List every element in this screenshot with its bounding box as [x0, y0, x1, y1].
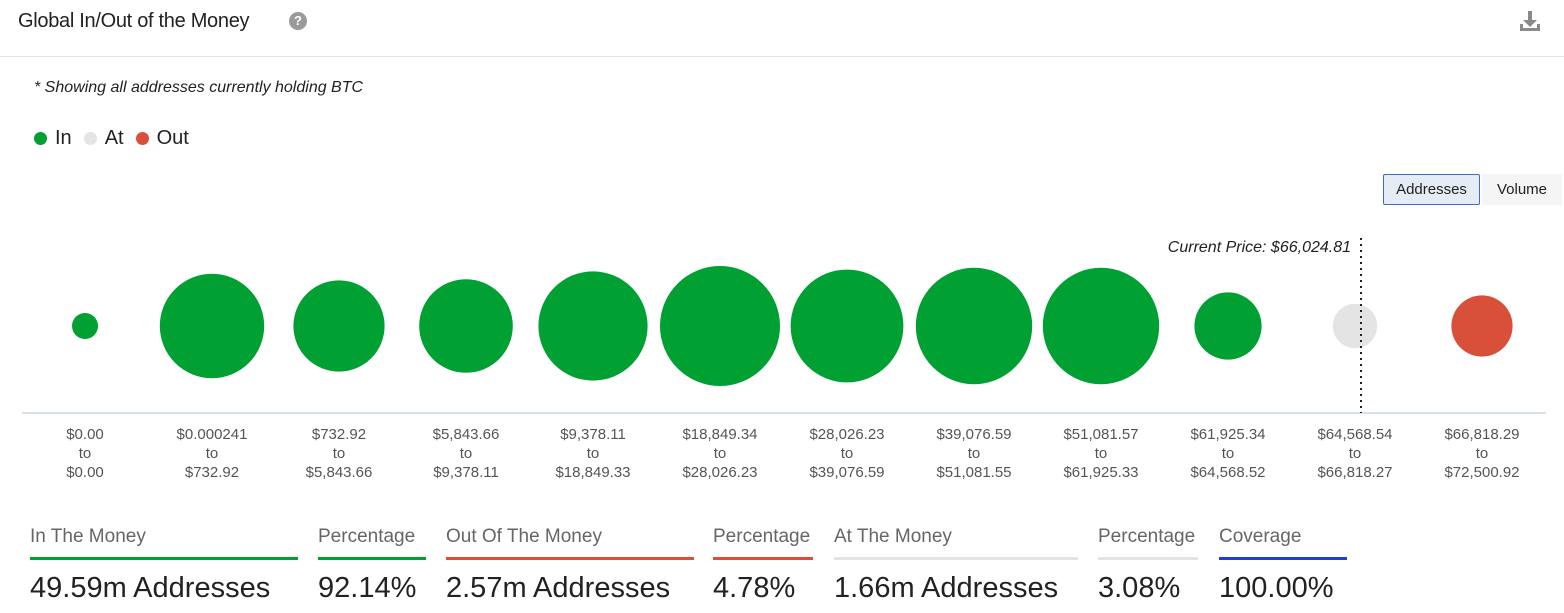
stat-value: 49.59m Addresses	[30, 572, 271, 604]
tick-label-separator: to	[714, 445, 727, 462]
bubble-chart: $0.00 to $0.00 $0.000241 to $732.92 $732.92 to $…	[22, 238, 1546, 481]
stat-value: 100.00%	[1219, 572, 1334, 604]
stat-value: 3.08%	[1098, 572, 1181, 604]
stat-value: 92.14%	[318, 572, 417, 604]
tick-label-separator: to	[460, 445, 473, 462]
tick-label-low: $61,925.34	[1190, 426, 1265, 443]
stat-value: 4.78%	[713, 572, 796, 604]
tick-label-low: $28,026.23	[809, 426, 884, 443]
bubble-in[interactable]	[538, 271, 648, 381]
bubble-out[interactable]	[1451, 295, 1513, 357]
legend-item-out[interactable]: Out	[135, 127, 189, 150]
stat-value: 1.66m Addresses	[834, 572, 1059, 604]
bubble-in[interactable]	[293, 280, 385, 372]
bubble-in[interactable]	[660, 266, 780, 386]
tick-label-high: $28,026.23	[682, 464, 757, 481]
stat-label: Coverage	[1219, 520, 1347, 560]
stat-value: 2.57m Addresses	[446, 572, 671, 604]
addresses-toggle-button[interactable]: Addresses	[1383, 174, 1480, 205]
bubble-in[interactable]	[72, 313, 98, 339]
bubble-in[interactable]	[159, 273, 265, 379]
tick-label-high: $64,568.52	[1190, 464, 1265, 481]
tick-label-low: $9,378.11	[560, 426, 626, 443]
tick-label-high: $18,849.33	[555, 464, 630, 481]
tick-label-separator: to	[1222, 445, 1235, 462]
tick-label-low: $0.00	[66, 426, 104, 443]
legend-label-out: Out	[156, 127, 189, 149]
tick-label-low: $0.000241	[177, 426, 248, 443]
legend-dot-at	[83, 132, 97, 145]
chart-legend: In At Out	[34, 127, 201, 150]
tick-label-high: $51,081.55	[936, 464, 1011, 481]
stat-label: Out Of The Money	[446, 520, 694, 560]
tick-label-separator: to	[841, 445, 854, 462]
stat-label: Percentage	[318, 520, 426, 560]
bubble-in[interactable]	[1194, 292, 1262, 360]
tick-label-separator: to	[333, 445, 346, 462]
tick-label-separator: to	[79, 445, 92, 462]
tick-label-low: $732.92	[312, 426, 366, 443]
tick-label-low: $66,818.29	[1444, 426, 1519, 443]
tick-label-high: $72,500.92	[1444, 464, 1519, 481]
tick-label-low: $51,081.57	[1063, 426, 1138, 443]
tick-label-separator: to	[206, 445, 219, 462]
tick-label-low: $18,849.34	[682, 426, 757, 443]
tick-label-high: $732.92	[185, 464, 239, 481]
stats-panel: In The Money 49.59m Addresses Percentage…	[0, 520, 1564, 613]
bubble-in[interactable]	[1042, 267, 1160, 385]
download-icon[interactable]	[1518, 9, 1542, 33]
tick-label-low: $5,843.66	[433, 426, 500, 443]
stat-in-percentage: Percentage 92.14%	[318, 520, 426, 605]
stat-label: In The Money	[30, 520, 298, 560]
tick-label-separator: to	[587, 445, 600, 462]
question-circle-icon[interactable]: ?	[289, 12, 307, 30]
stat-label: At The Money	[834, 520, 1078, 560]
stat-label: Percentage	[713, 520, 813, 560]
stat-at-percentage: Percentage 3.08%	[1098, 520, 1198, 605]
stat-coverage: Coverage 100.00%	[1219, 520, 1347, 605]
stat-at-the-money: At The Money 1.66m Addresses	[834, 520, 1078, 605]
tick-label-high: $39,076.59	[809, 464, 884, 481]
stat-label: Percentage	[1098, 520, 1198, 560]
legend-dot-in	[34, 132, 47, 145]
legend-item-at[interactable]: At	[83, 127, 124, 150]
tick-label-high: $61,925.33	[1063, 464, 1138, 481]
volume-toggle-button[interactable]: Volume	[1482, 174, 1562, 205]
tick-label-high: $0.00	[66, 464, 104, 481]
legend-dot-out	[135, 132, 149, 145]
view-toggle: Addresses Volume	[1383, 174, 1562, 205]
bubble-in[interactable]	[915, 267, 1033, 385]
widget-header: Global In/Out of the Money ?	[0, 0, 1564, 57]
tick-label-separator: to	[1095, 445, 1108, 462]
stat-out-percentage: Percentage 4.78%	[713, 520, 813, 605]
widget-title: Global In/Out of the Money	[18, 10, 250, 32]
tick-label-separator: to	[1349, 445, 1362, 462]
tick-label-low: $64,568.54	[1317, 426, 1392, 443]
legend-item-in[interactable]: In	[34, 127, 72, 150]
tick-label-high: $9,378.11	[433, 464, 499, 481]
tick-label-high: $66,818.27	[1317, 464, 1392, 481]
tick-label-high: $5,843.66	[306, 464, 373, 481]
stat-in-the-money: In The Money 49.59m Addresses	[30, 520, 298, 605]
tick-label-separator: to	[968, 445, 981, 462]
tick-label-separator: to	[1476, 445, 1489, 462]
bubble-at[interactable]	[1332, 303, 1378, 349]
chart-subtitle: * Showing all addresses currently holdin…	[34, 79, 364, 96]
bubble-in[interactable]	[419, 279, 513, 373]
legend-label-at: At	[104, 127, 124, 149]
legend-label-in: In	[55, 127, 72, 149]
current-price-label: Current Price: $66,024.81	[1168, 239, 1351, 256]
bubble-in[interactable]	[790, 269, 904, 383]
stat-out-of-the-money: Out Of The Money 2.57m Addresses	[446, 520, 694, 605]
tick-label-low: $39,076.59	[936, 426, 1011, 443]
